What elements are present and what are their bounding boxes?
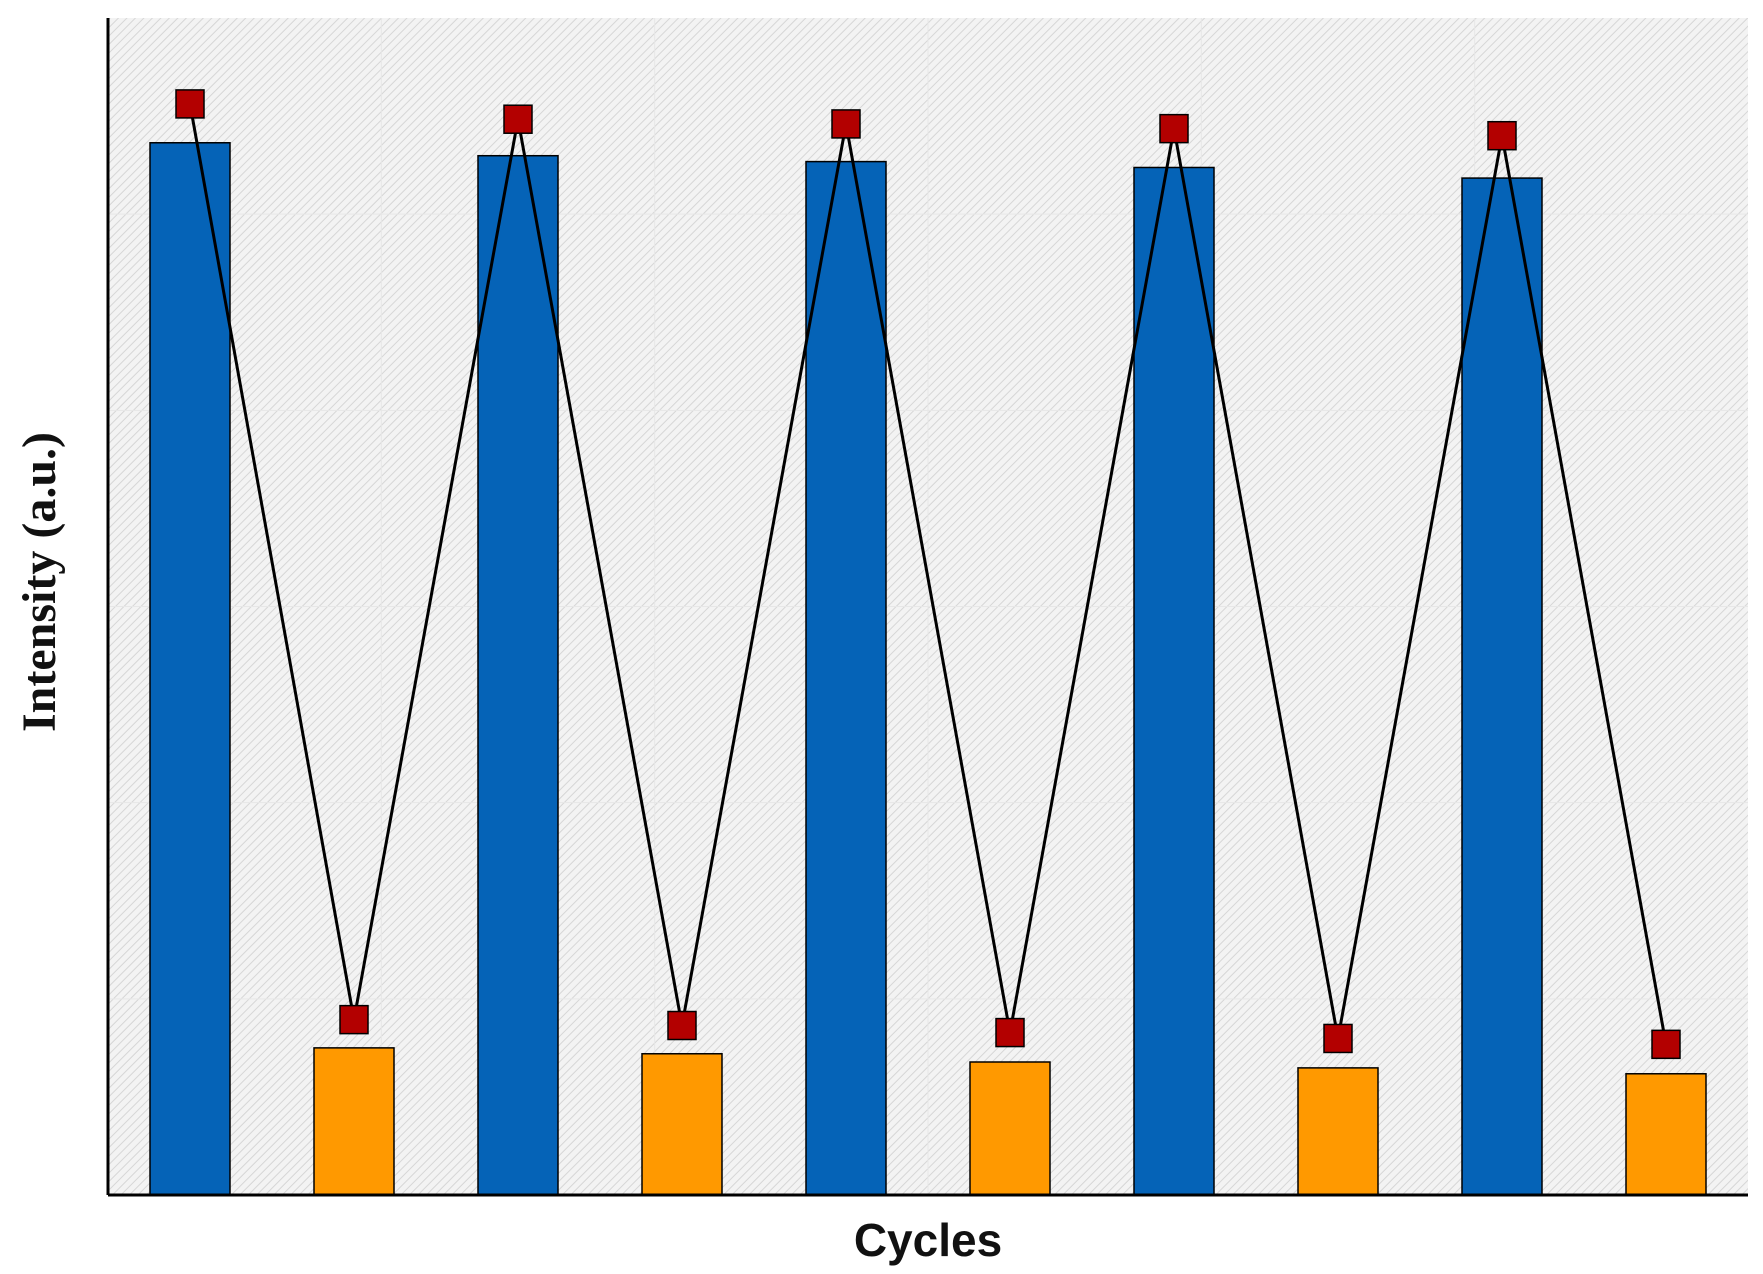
bar-cycle-6 bbox=[969, 1061, 1051, 1196]
series-line bbox=[188, 103, 1668, 1045]
marker-cycle-7 bbox=[1159, 113, 1189, 144]
marker-cycle-8 bbox=[1323, 1023, 1353, 1054]
bars bbox=[149, 142, 1707, 1196]
x-axis-title: Cycles bbox=[854, 1214, 1002, 1266]
marker-cycle-5 bbox=[831, 109, 861, 139]
marker-cycle-3 bbox=[503, 104, 533, 134]
bar-cycle-10 bbox=[1625, 1073, 1707, 1196]
bar-cycle-7 bbox=[1133, 166, 1215, 1196]
bar-cycle-8 bbox=[1297, 1067, 1379, 1196]
marker-cycle-1 bbox=[175, 89, 205, 119]
bar-cycle-9 bbox=[1461, 177, 1543, 1196]
y-axis-title: Intensity (a.u.) bbox=[13, 432, 66, 732]
marker-cycle-4 bbox=[667, 1010, 697, 1041]
marker-cycle-6 bbox=[995, 1017, 1025, 1048]
marker-cycle-10 bbox=[1651, 1029, 1681, 1060]
bar-cycle-1 bbox=[149, 142, 231, 1196]
marker-cycle-9 bbox=[1487, 120, 1517, 151]
bar-cycle-4 bbox=[641, 1053, 723, 1196]
markers bbox=[175, 89, 1681, 1060]
bar-cycle-5 bbox=[805, 160, 887, 1196]
marker-cycle-2 bbox=[339, 1004, 369, 1035]
bar-cycle-2 bbox=[313, 1047, 395, 1196]
marker-series-line bbox=[188, 103, 1668, 1045]
bar-cycle-3 bbox=[477, 154, 559, 1196]
